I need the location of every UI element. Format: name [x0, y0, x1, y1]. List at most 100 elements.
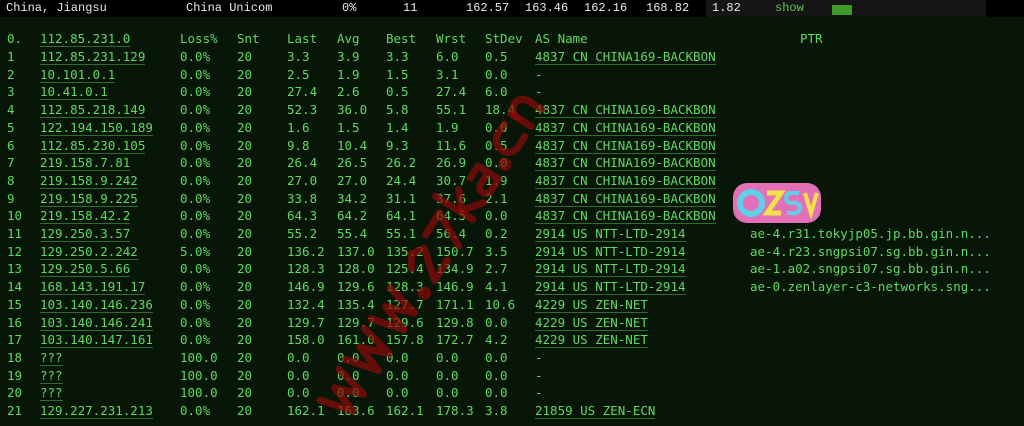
stdev: 6.0: [485, 84, 508, 100]
show-link[interactable]: show: [775, 1, 804, 15]
as-name[interactable]: 4837 CN CHINA169-BACKBON: [535, 208, 716, 225]
best: 55.1: [386, 226, 417, 241]
host[interactable]: 103.140.147.161: [40, 332, 153, 349]
as-name[interactable]: 4229 US ZEN-NET: [535, 314, 648, 331]
host[interactable]: 219.158.42.2: [40, 208, 131, 225]
header-index: 0.: [7, 31, 23, 46]
loss: 5.0%: [180, 243, 211, 259]
hops: 11: [403, 1, 418, 15]
as-name[interactable]: -: [535, 367, 543, 383]
host[interactable]: 10.101.0.1: [40, 66, 116, 83]
last: 3.3: [287, 49, 310, 64]
status-bar-indicator: [832, 5, 852, 15]
stdev: 0.0: [485, 367, 508, 383]
as-name[interactable]: 2914 US NTT-LTD-2914: [535, 261, 686, 278]
host[interactable]: 129.250.5.66: [40, 261, 131, 278]
loss: 0.0%: [180, 226, 211, 241]
as-name[interactable]: 4837 CN CHINA169-BACKBON: [535, 119, 716, 136]
host[interactable]: 129.227.231.213: [40, 403, 153, 419]
as-name[interactable]: 4837 CN CHINA169-BACKBON: [535, 172, 716, 189]
stdev: 0.2: [485, 226, 508, 241]
header-stdev: StDev: [485, 31, 523, 46]
header-last: Last: [287, 31, 318, 46]
loss: 0.0%: [180, 137, 211, 153]
hop-index: 13: [7, 261, 23, 277]
as-name[interactable]: 4837 CN CHINA169-BACKBON: [535, 102, 716, 119]
stdev: 3.5: [485, 243, 508, 259]
as-name[interactable]: 2914 US NTT-LTD-2914: [535, 279, 686, 296]
as-name[interactable]: -: [535, 84, 543, 100]
worst: 168.82: [646, 1, 690, 15]
last: 26.4: [287, 155, 318, 171]
avg: 2.6: [337, 84, 360, 100]
last: 33.8: [287, 190, 318, 206]
as-name[interactable]: 4837 CN CHINA169-BACKBON: [535, 190, 716, 207]
host[interactable]: ???: [40, 349, 63, 366]
loss: 100.0: [180, 349, 218, 365]
stdev: 0.0: [485, 349, 508, 365]
summary-bar: China, Jiangsu China Unicom 0% 11 162.57…: [0, 0, 1024, 17]
ptr: ae-1.a02.sngpsi07.sg.bb.gin.n...: [750, 261, 991, 277]
best: 1.5: [386, 66, 409, 82]
stdev: 1.9: [485, 172, 508, 188]
host[interactable]: 112.85.218.149: [40, 102, 146, 119]
loss: 0.0%: [180, 190, 211, 206]
as-name[interactable]: 4837 CN CHINA169-BACKBON: [535, 155, 716, 172]
host[interactable]: 129.250.3.57: [40, 226, 131, 242]
last: 128.3: [287, 261, 325, 277]
header-ptr: PTR: [800, 31, 823, 46]
ptr: ae-4.r31.tokyjp05.jp.bb.gin.n...: [750, 226, 991, 241]
host[interactable]: 129.250.2.242: [40, 243, 138, 260]
header-loss: Loss%: [180, 31, 218, 46]
last: 2.5: [287, 66, 310, 82]
best: 9.3: [386, 137, 409, 153]
stdev: 0.0: [485, 385, 508, 401]
avg: 64.2: [337, 208, 368, 224]
stdev: 10.6: [485, 296, 516, 312]
as-name[interactable]: -: [535, 66, 543, 82]
wrst: 134.9: [436, 261, 474, 277]
host[interactable]: 219.158.9.225: [40, 190, 138, 207]
host[interactable]: 103.140.146.236: [40, 296, 153, 313]
host[interactable]: 219.158.9.242: [40, 172, 138, 189]
as-name[interactable]: 2914 US NTT-LTD-2914: [535, 243, 686, 260]
avg: 26.5: [337, 155, 368, 171]
as-name[interactable]: 2914 US NTT-LTD-2914: [535, 226, 686, 242]
as-name[interactable]: -: [535, 349, 543, 365]
host[interactable]: 103.140.146.241: [40, 314, 153, 331]
host[interactable]: 219.158.7.81: [40, 155, 131, 172]
avg: 27.0: [337, 172, 368, 188]
snt: 20: [237, 349, 253, 365]
avg: 36.0: [337, 102, 368, 118]
as-name[interactable]: 4229 US ZEN-NET: [535, 332, 648, 349]
host[interactable]: 112.85.230.105: [40, 137, 146, 154]
wrst: 6.0: [436, 49, 459, 64]
as-name[interactable]: 4837 CN CHINA169-BACKBON: [535, 49, 716, 65]
host[interactable]: ???: [40, 385, 63, 402]
stdev: 2.7: [485, 261, 508, 277]
as-name[interactable]: 21859 US ZEN-ECN: [535, 403, 656, 419]
avg: 161.0: [337, 332, 375, 348]
snt: 20: [237, 119, 253, 135]
best: 5.8: [386, 102, 409, 118]
as-name[interactable]: 4837 CN CHINA169-BACKBON: [535, 137, 716, 154]
host[interactable]: ???: [40, 367, 63, 384]
avg: 1.5: [337, 119, 360, 135]
stdev: 3.8: [485, 403, 508, 418]
loss: 0.0%: [180, 119, 211, 135]
avg: 10.4: [337, 137, 368, 153]
as-name[interactable]: 4229 US ZEN-NET: [535, 296, 648, 313]
as-name[interactable]: -: [535, 385, 543, 401]
host[interactable]: 112.85.231.129: [40, 49, 146, 65]
avg: 0.0: [337, 367, 360, 383]
host[interactable]: 168.143.191.17: [40, 279, 146, 296]
hop-index: 4: [7, 102, 15, 118]
header-as: AS Name: [535, 31, 588, 46]
wrst: 129.8: [436, 314, 474, 330]
snt: 20: [237, 332, 253, 348]
hop-index: 20: [7, 385, 23, 401]
host[interactable]: 10.41.0.1: [40, 84, 108, 101]
host[interactable]: 122.194.150.189: [40, 119, 153, 136]
header-host[interactable]: 112.85.231.0: [40, 31, 131, 47]
best: 64.1: [386, 208, 417, 224]
